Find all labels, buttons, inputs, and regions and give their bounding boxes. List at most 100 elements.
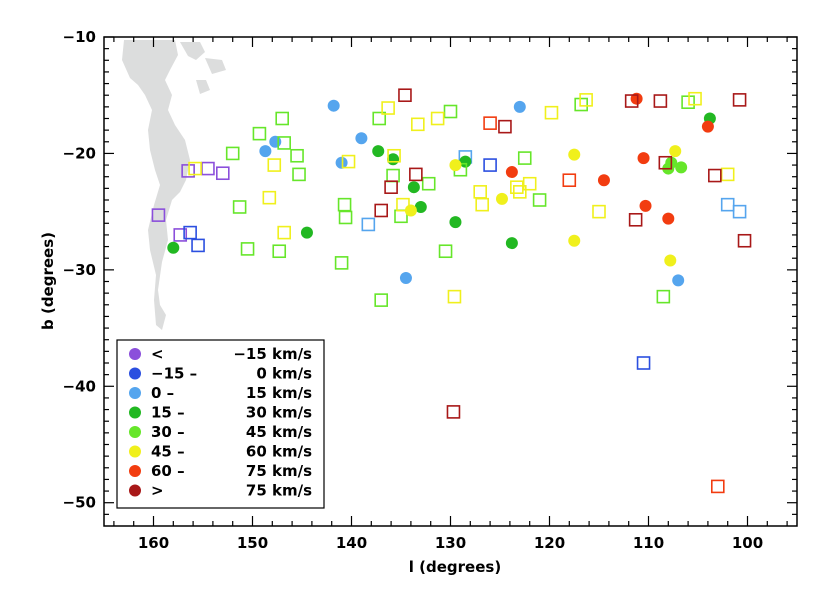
data-point-open [438, 244, 453, 259]
data-point-open [201, 161, 215, 176]
legend-prefix: 0 – [151, 384, 174, 402]
data-point-filled [495, 192, 508, 205]
data-point-filled [639, 199, 652, 212]
data-point-filled [449, 216, 462, 229]
data-point-open [658, 155, 673, 170]
data-point-filled [355, 132, 368, 145]
data-point-open [421, 176, 436, 191]
legend-prefix: < [151, 345, 164, 363]
x-tick-label: 110 [633, 534, 664, 552]
data-point-open [498, 119, 512, 134]
data-point-filled [568, 234, 581, 247]
data-point-open [341, 154, 356, 169]
y-tick-label: −10 [63, 28, 96, 46]
data-point-open [636, 356, 651, 370]
data-point-open [277, 136, 291, 150]
data-point-open [544, 105, 559, 120]
data-point-filled [407, 181, 420, 194]
data-point-open [387, 148, 401, 163]
data-point-filled [404, 204, 417, 217]
data-point-filled [259, 145, 272, 158]
data-point-open [225, 146, 240, 161]
legend-prefix: 45 – [151, 443, 185, 461]
data-point-open [337, 197, 352, 212]
data-point-open [473, 185, 488, 199]
data-point-filled [399, 272, 412, 285]
data-point-filled [672, 274, 685, 287]
legend-range: 75 km/s [246, 482, 312, 500]
cloud-patch-2 [205, 58, 226, 74]
data-point-open [732, 204, 747, 219]
data-point-open [183, 225, 197, 240]
data-point-open [512, 185, 527, 199]
data-point-open [443, 104, 458, 119]
data-point-filled [505, 166, 518, 179]
data-point-open [232, 200, 247, 214]
data-point-filled [669, 145, 682, 158]
data-point-filled [664, 254, 677, 267]
legend-swatch [129, 445, 141, 458]
x-tick-label: 120 [534, 534, 565, 552]
cloud-patch-3 [196, 80, 210, 94]
y-tick-label: −40 [63, 377, 96, 395]
data-point-open [292, 167, 306, 182]
data-point-filled [637, 152, 650, 165]
data-point-filled [372, 145, 385, 158]
data-point-filled [335, 156, 348, 169]
data-point-filled [300, 226, 313, 239]
data-point-open [624, 94, 639, 108]
data-point-filled [387, 153, 400, 166]
x-tick-label: 160 [138, 534, 169, 552]
legend-swatch [129, 465, 141, 477]
data-point-open [381, 101, 395, 115]
legend-swatch [129, 426, 141, 438]
data-point-open [275, 111, 290, 126]
data-point-open [374, 203, 389, 218]
axes: 160 150 140 130 120 110 100 −10 −20 −30 −40 −50 [63, 28, 798, 552]
data-point-open [447, 289, 462, 304]
x-tick-label: 140 [336, 534, 367, 552]
background-cloud [122, 40, 226, 330]
data-point-open [562, 173, 577, 188]
data-point-filled [505, 237, 518, 250]
data-point-filled [597, 174, 610, 187]
data-point-open [361, 217, 376, 232]
legend-range: 15 km/s [246, 384, 312, 402]
legend-range: 30 km/s [246, 404, 312, 422]
x-tick-label: 150 [237, 534, 268, 552]
x-axis-label: l (degrees) [409, 558, 501, 576]
legend-range: −15 km/s [233, 345, 312, 363]
legend-prefix: 60 – [151, 462, 185, 480]
data-point-open [151, 208, 166, 222]
data-point-open [688, 91, 702, 106]
legend-range: 60 km/s [246, 443, 312, 461]
data-point-open [532, 193, 547, 207]
data-point-open [409, 167, 423, 182]
data-point-open [517, 151, 532, 165]
data-point-filled [662, 212, 675, 225]
legend-swatch [129, 387, 141, 399]
legend-swatch [129, 484, 141, 497]
data-point-open [191, 238, 205, 253]
legend-range: 75 km/s [246, 462, 312, 480]
data-point-open [628, 212, 643, 227]
legend-swatch [129, 348, 141, 360]
data-point-open [240, 242, 255, 256]
data-point-open [732, 93, 747, 107]
legend-prefix: −15 – [151, 365, 197, 383]
y-tick-label: −30 [63, 261, 96, 279]
cloud-patch-0 [122, 40, 190, 330]
data-point-open [579, 93, 593, 107]
legend-swatch [129, 406, 141, 419]
data-point-open [338, 210, 353, 225]
data-point-open [396, 197, 410, 212]
cloud-patch-1 [180, 42, 205, 60]
data-point-open [430, 111, 445, 126]
data-point-open [267, 158, 282, 172]
data-points [151, 88, 752, 494]
legend-swatch [129, 367, 141, 380]
data-point-open [181, 164, 195, 178]
data-point-filled [568, 148, 581, 161]
legend-prefix: 30 – [151, 423, 185, 441]
